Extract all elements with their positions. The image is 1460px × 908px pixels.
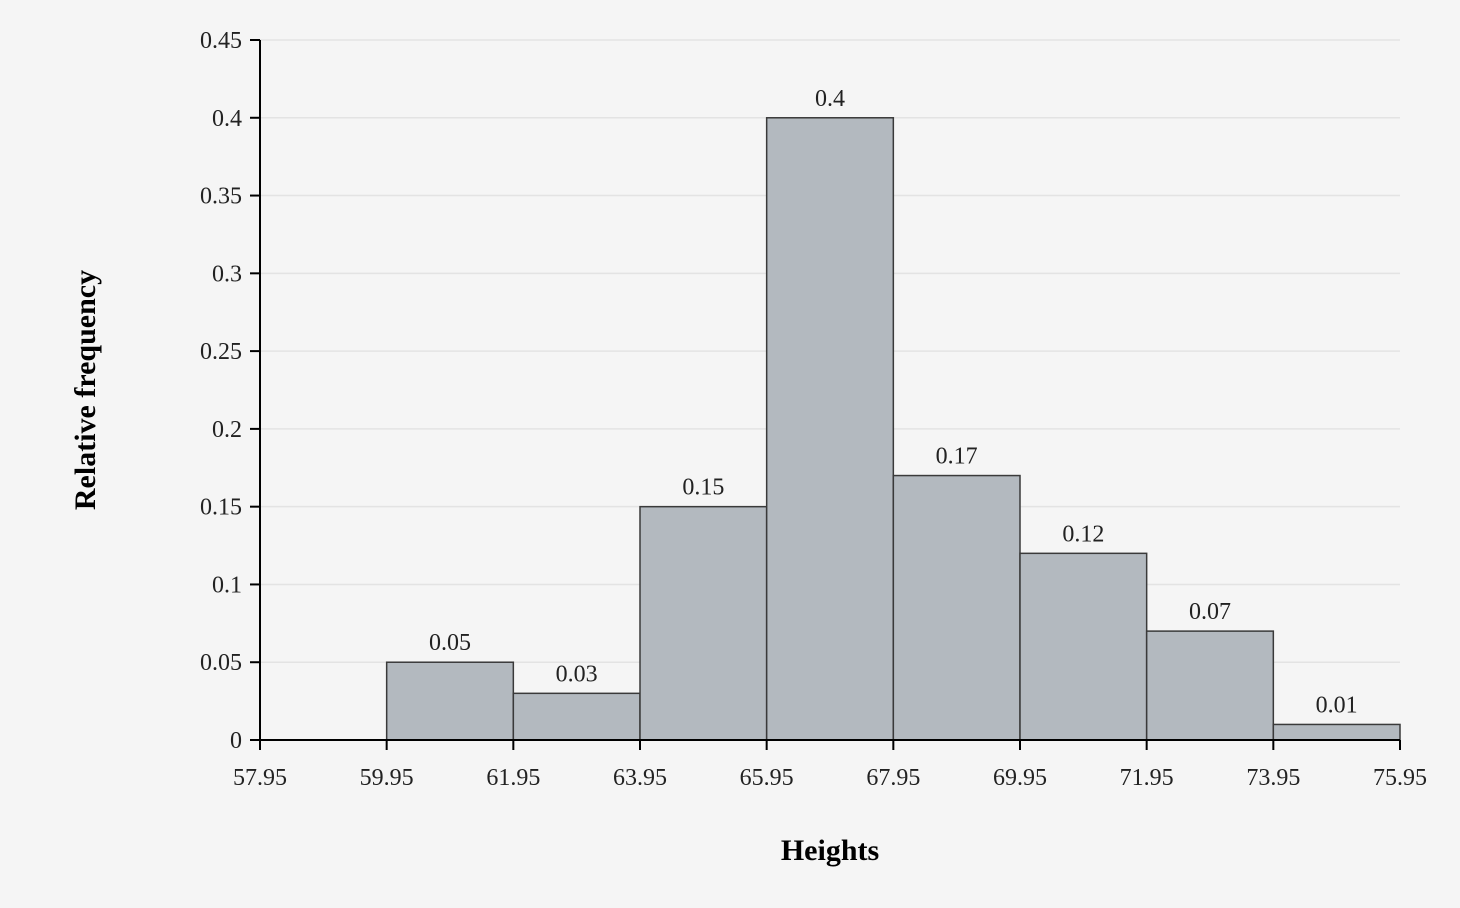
bar-value-label: 0.15 bbox=[682, 475, 724, 501]
histogram-bar bbox=[893, 476, 1020, 740]
histogram-bar bbox=[387, 662, 514, 740]
y-tick-label: 0.4 bbox=[212, 106, 242, 132]
x-tick-label: 57.95 bbox=[233, 765, 287, 791]
y-tick-label: 0.2 bbox=[212, 417, 242, 443]
x-tick-label: 75.95 bbox=[1373, 765, 1427, 791]
y-tick-label: 0.1 bbox=[212, 572, 242, 598]
histogram-bar bbox=[513, 693, 640, 740]
histogram-bar bbox=[1020, 553, 1147, 740]
x-tick-label: 69.95 bbox=[993, 765, 1047, 791]
histogram-bar bbox=[640, 507, 767, 740]
x-tick-label: 63.95 bbox=[613, 765, 667, 791]
y-tick-label: 0.45 bbox=[200, 28, 242, 54]
y-tick-label: 0.25 bbox=[200, 339, 242, 365]
y-axis-label: Relative frequency bbox=[69, 270, 102, 510]
bar-value-label: 0.01 bbox=[1316, 692, 1358, 718]
bar-value-label: 0.4 bbox=[815, 86, 845, 112]
chart-background bbox=[0, 0, 1460, 908]
y-tick-label: 0.05 bbox=[200, 650, 242, 676]
histogram-bar bbox=[767, 118, 894, 740]
bar-value-label: 0.17 bbox=[936, 444, 978, 470]
bar-value-label: 0.05 bbox=[429, 630, 471, 656]
y-tick-label: 0.3 bbox=[212, 261, 242, 287]
histogram-bar bbox=[1147, 631, 1274, 740]
x-tick-label: 73.95 bbox=[1246, 765, 1300, 791]
x-tick-label: 67.95 bbox=[866, 765, 920, 791]
x-axis-label: Heights bbox=[781, 834, 879, 867]
x-tick-label: 65.95 bbox=[740, 765, 794, 791]
y-tick-label: 0 bbox=[230, 728, 242, 754]
bar-value-label: 0.07 bbox=[1189, 599, 1231, 625]
histogram-chart: 0.05 0.03 0.15 0.4 0.17 0.12 0.07 0.01 0 0.05 0.1 0… bbox=[0, 0, 1460, 908]
chart-svg: 0.05 0.03 0.15 0.4 0.17 0.12 0.07 0.01 0 0.05 0.1 0… bbox=[0, 0, 1460, 908]
y-tick-label: 0.15 bbox=[200, 495, 242, 521]
bar-value-label: 0.03 bbox=[556, 661, 598, 687]
y-tick-label: 0.35 bbox=[200, 184, 242, 210]
bar-value-label: 0.12 bbox=[1062, 521, 1104, 547]
x-tick-label: 59.95 bbox=[360, 765, 414, 791]
histogram-bar bbox=[1273, 724, 1400, 740]
x-tick-label: 71.95 bbox=[1120, 765, 1174, 791]
x-tick-label: 61.95 bbox=[486, 765, 540, 791]
